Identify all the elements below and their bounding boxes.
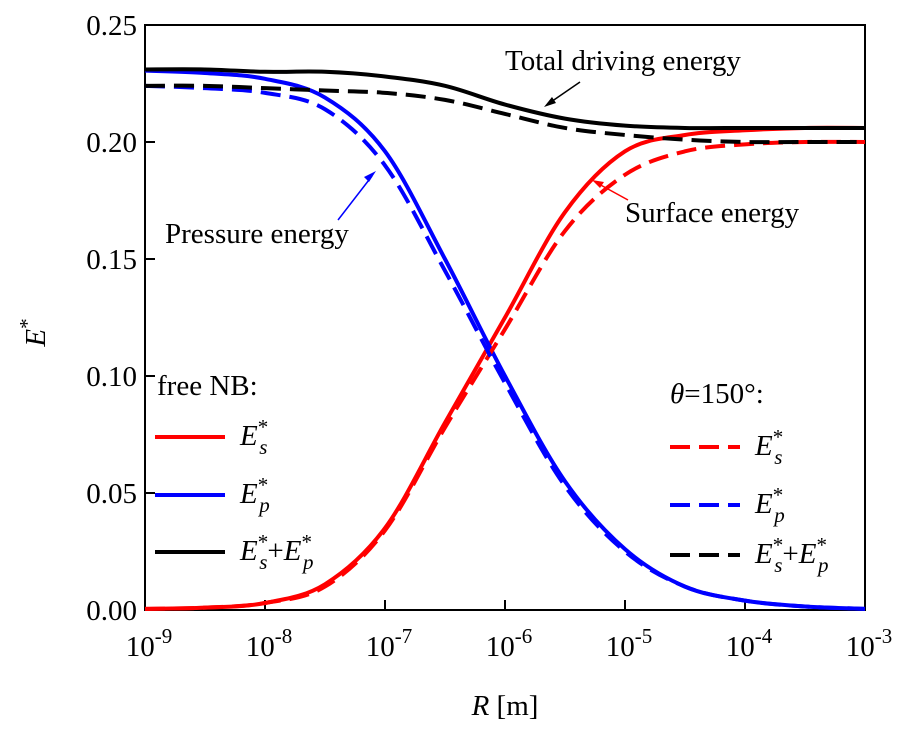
y-tick-label: 0.15 <box>86 244 137 276</box>
x-tick-label: 10-4 <box>726 624 773 663</box>
annotation: Pressure energy <box>165 218 349 250</box>
arrow <box>596 182 629 201</box>
legend-label: E* s+E* p <box>239 530 313 574</box>
legend-label: E* s <box>754 425 783 469</box>
annotation: Total driving energy <box>505 45 741 77</box>
legend-label: E* s <box>239 415 268 459</box>
legend-label: E* p <box>239 473 270 517</box>
x-tick-label: 10-8 <box>246 624 293 663</box>
y-tick-label: 0.10 <box>86 361 137 393</box>
arrow-head <box>544 97 556 107</box>
y-tick-label: 0.25 <box>86 10 137 42</box>
legend-label: E* s+E* p <box>754 533 828 577</box>
x-tick-label: 10-5 <box>606 624 653 663</box>
legend-label: E* p <box>754 483 785 527</box>
y-tick-label: 0.05 <box>86 478 137 510</box>
series-line <box>144 68 866 611</box>
arrow-head <box>592 180 604 188</box>
arrow <box>337 175 373 221</box>
series-line <box>144 139 866 611</box>
series-line <box>144 83 865 145</box>
series-line <box>144 67 865 131</box>
legend-title: free NB: <box>157 370 258 402</box>
annotation: Surface energy <box>625 197 800 229</box>
arrow-head <box>364 171 376 182</box>
arrows <box>337 81 629 221</box>
x-tick-label: 10-7 <box>366 624 413 663</box>
y-axis-label: E* <box>15 318 52 347</box>
x-tick-label: 10-9 <box>126 624 173 663</box>
legend-title: θ=150°: <box>670 378 764 410</box>
x-axis-label: R [m] <box>471 690 539 722</box>
y-tick-label: 0.00 <box>86 595 137 627</box>
x-tick-label: 10-3 <box>846 624 893 663</box>
series-line <box>144 83 866 611</box>
y-tick-label: 0.20 <box>86 127 137 159</box>
x-tick-label: 10-6 <box>486 624 533 663</box>
